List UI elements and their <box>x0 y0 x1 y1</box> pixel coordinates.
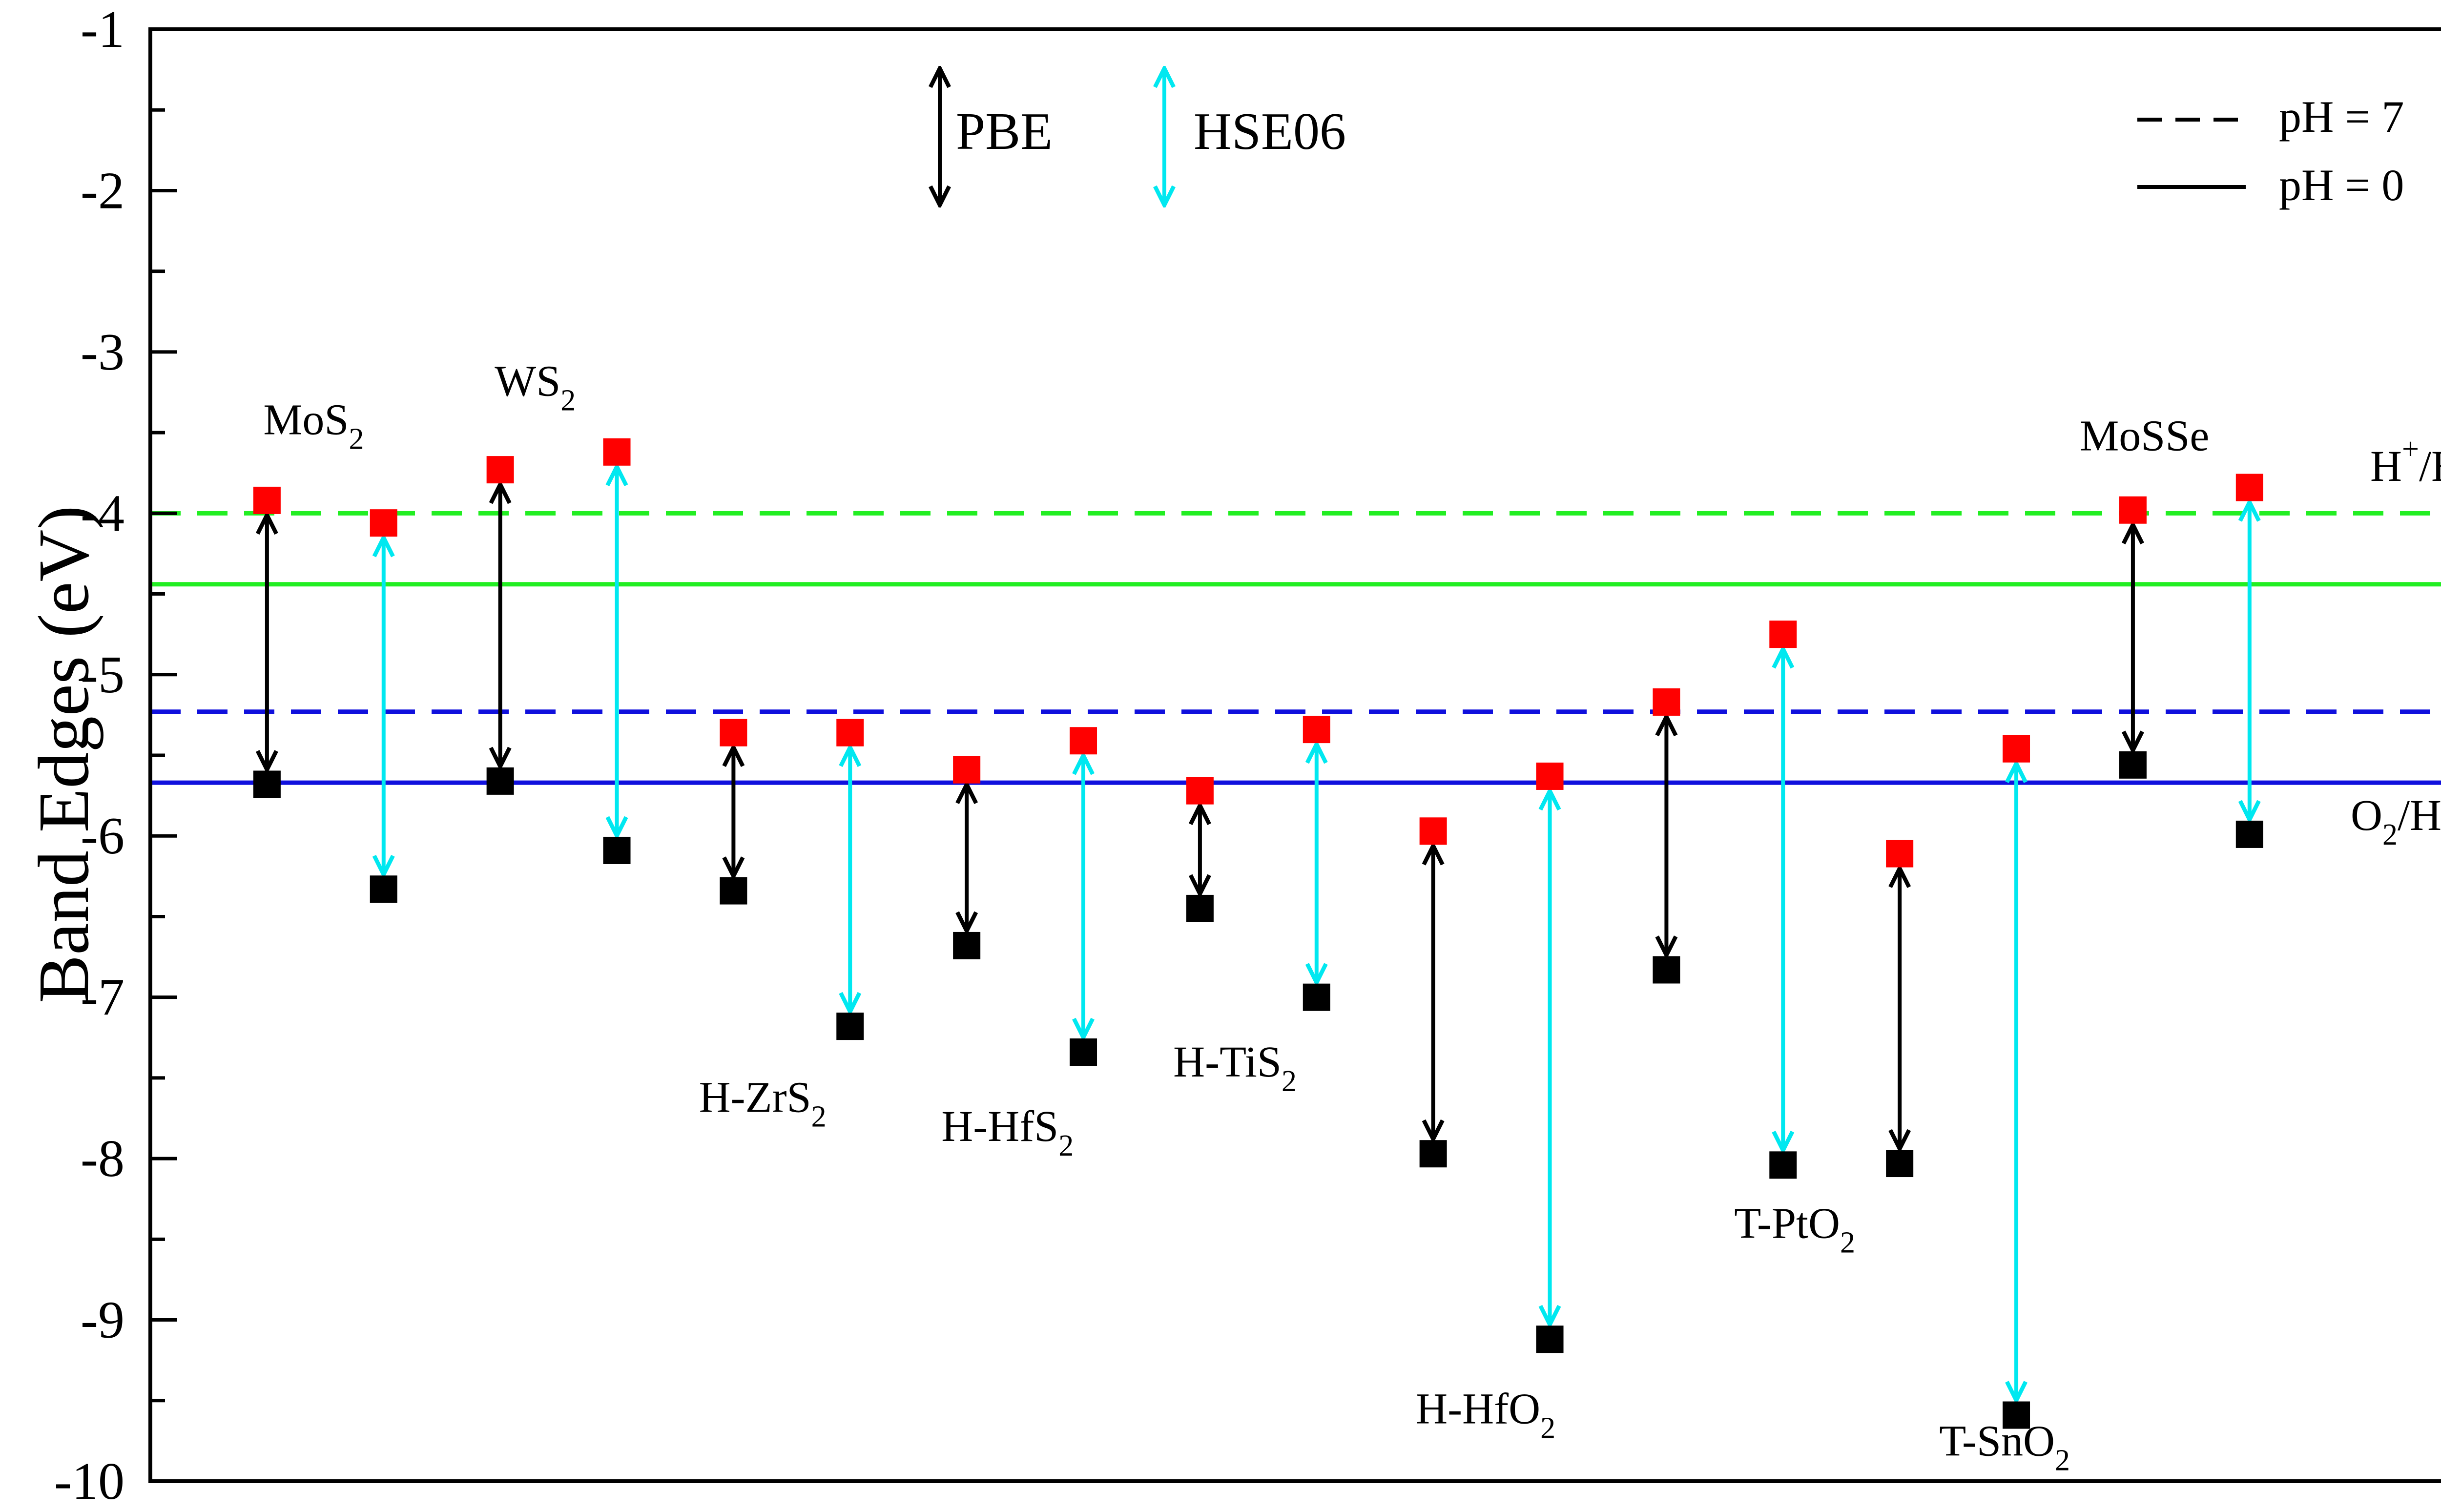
vbm-marker <box>1070 1038 1097 1066</box>
material-label-main: MoS <box>263 396 349 444</box>
vbm-marker <box>1419 1140 1447 1168</box>
h-label-main: H <box>2370 442 2402 491</box>
cbm-marker <box>1070 727 1097 755</box>
vbm-marker <box>2003 1401 2030 1429</box>
o2-h2o-label: O2/H2O <box>2351 791 2441 851</box>
material-label: MoSSe <box>2080 412 2209 460</box>
cbm-marker <box>1886 840 1914 868</box>
material-label-sub: 2 <box>560 384 576 417</box>
material-label-sub: 2 <box>349 423 364 456</box>
y-axis-tick-labels: -1 -2 -3 -4 -5 -6 -7 -8 -9 -10 <box>54 0 124 1511</box>
cbm-marker <box>2003 735 2030 763</box>
cbm-marker <box>486 456 514 484</box>
material-label-sub: 2 <box>1282 1065 1297 1098</box>
vbm-marker <box>253 770 281 798</box>
material-label-main: H-TiS <box>1173 1038 1282 1086</box>
material-label-main: T-SnO <box>1939 1417 2055 1465</box>
vbm-marker <box>1769 1151 1797 1179</box>
vbm-marker <box>2235 820 2263 848</box>
material-label: H-HfS2 <box>941 1102 1074 1162</box>
vbm-marker <box>1303 983 1330 1011</box>
y-axis-label: Band Edges (eV) <box>24 505 104 1003</box>
y-tick-label: -6 <box>81 807 124 865</box>
ph-legend: pH = 7 pH = 0 <box>2137 92 2404 210</box>
vbm-marker <box>603 836 631 864</box>
vbm-marker <box>1653 956 1680 984</box>
o-label-sub1: 2 <box>2382 818 2398 851</box>
o-label-rest: /H <box>2398 791 2441 840</box>
y-tick-label: -5 <box>81 646 124 704</box>
y-tick-label: -8 <box>81 1130 124 1188</box>
material-label-main: MoSSe <box>2080 412 2209 460</box>
cbm-marker <box>1186 777 1214 805</box>
cbm-marker <box>1419 817 1447 845</box>
vbm-marker <box>486 767 514 795</box>
material-label: H-ZrS2 <box>699 1074 827 1134</box>
material-label: H-TiS2 <box>1173 1038 1297 1098</box>
cbm-marker <box>1303 716 1330 744</box>
vbm-marker <box>953 932 981 959</box>
h-label-sup: + <box>2402 433 2419 466</box>
y-tick-label: -7 <box>81 969 124 1027</box>
vbm-marker <box>1536 1326 1564 1353</box>
y-tick-label: -3 <box>81 323 124 381</box>
vbm-marker <box>1886 1150 1914 1178</box>
material-label-sub: 2 <box>2055 1444 2070 1477</box>
vbm-marker <box>1186 894 1214 922</box>
cbm-marker <box>953 756 981 784</box>
vbm-marker <box>836 1013 864 1040</box>
hse-legend-label: HSE06 <box>1194 103 1346 161</box>
cbm-marker <box>1653 688 1680 716</box>
material-label: T-PtO2 <box>1734 1199 1855 1259</box>
y-tick-label: -9 <box>81 1291 124 1349</box>
cbm-marker <box>720 719 747 746</box>
h-plus-h2-label: H+/H2 <box>2370 433 2441 502</box>
vbm-marker <box>370 875 397 903</box>
cbm-marker <box>370 509 397 537</box>
material-label-sub: 2 <box>811 1100 827 1134</box>
y-axis-ticks <box>150 27 177 1483</box>
material-label-sub: 2 <box>1840 1226 1855 1259</box>
y-tick-label: -4 <box>81 484 124 542</box>
reference-levels <box>150 511 2441 785</box>
y-tick-label: -10 <box>54 1452 124 1511</box>
cbm-marker <box>2119 496 2147 524</box>
pbe-legend-label: PBE <box>956 103 1053 161</box>
y-tick-label: -1 <box>81 0 124 59</box>
cbm-marker <box>1536 762 1564 790</box>
o-label-main: O <box>2351 791 2382 840</box>
material-label-sub: 2 <box>1540 1411 1555 1445</box>
material-label: MoS2 <box>263 396 364 456</box>
plot-frame <box>148 27 2441 1483</box>
ph7-legend-label: pH = 7 <box>2279 92 2404 142</box>
material-label-sub: 2 <box>1058 1129 1074 1162</box>
material-label-main: H-HfO <box>1416 1385 1540 1433</box>
ph0-legend-label: pH = 0 <box>2279 160 2404 210</box>
material-label: WS2 <box>495 357 576 417</box>
material-label: T-SnO2 <box>1939 1417 2070 1477</box>
y-tick-label: -2 <box>81 162 124 220</box>
method-legend: PBE HSE06 <box>940 68 1346 205</box>
h-label-sep: /H <box>2419 442 2441 491</box>
vbm-marker <box>720 877 747 905</box>
material-label-main: WS <box>495 357 560 405</box>
band-edge-markers <box>253 438 2263 1429</box>
band-gap-arrows <box>267 467 2250 1401</box>
cbm-marker <box>836 719 864 746</box>
cbm-marker <box>603 438 631 466</box>
material-label-main: H-HfS <box>941 1102 1058 1151</box>
vbm-marker <box>2119 751 2147 779</box>
cbm-marker <box>253 486 281 514</box>
material-label-main: H-ZrS <box>699 1074 811 1122</box>
cbm-marker <box>1769 621 1797 648</box>
material-label-main: T-PtO <box>1734 1199 1840 1247</box>
material-label: H-HfO2 <box>1416 1385 1555 1445</box>
cbm-marker <box>2235 474 2263 501</box>
